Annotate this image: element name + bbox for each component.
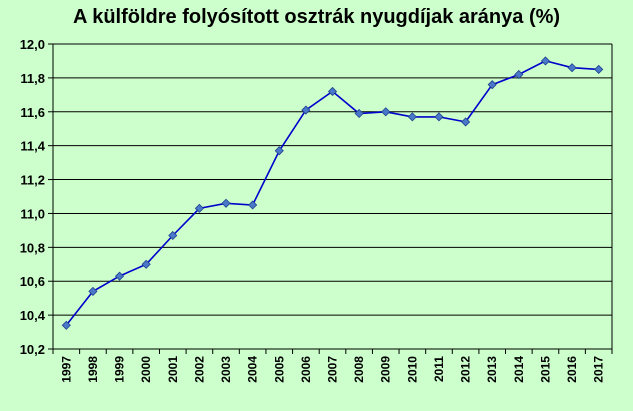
x-tick-label: 2005 bbox=[272, 356, 286, 383]
y-tick-label: 10,6 bbox=[20, 274, 45, 289]
y-tick-label: 10,2 bbox=[20, 342, 45, 357]
x-tick-label: 2003 bbox=[219, 356, 233, 383]
x-tick-label: 1999 bbox=[113, 356, 127, 383]
x-tick-label: 2009 bbox=[379, 356, 393, 383]
x-tick-label: 2012 bbox=[459, 356, 473, 383]
data-point bbox=[61, 320, 71, 330]
x-tick-label: 2015 bbox=[538, 356, 552, 383]
x-tick-label: 2017 bbox=[592, 356, 606, 383]
x-tick-label: 2007 bbox=[326, 356, 340, 383]
y-tick-label: 11,4 bbox=[20, 139, 45, 154]
y-tick-label: 10,4 bbox=[20, 308, 46, 323]
data-point bbox=[194, 203, 204, 213]
data-point bbox=[168, 230, 178, 241]
y-tick-label: 11,6 bbox=[20, 105, 45, 120]
data-point bbox=[141, 259, 151, 269]
x-tick-label: 2016 bbox=[565, 356, 579, 383]
data-point bbox=[381, 107, 391, 117]
data-point bbox=[514, 69, 524, 80]
data-point bbox=[114, 271, 125, 281]
x-tick-label: 2002 bbox=[192, 356, 206, 383]
x-tick-label: 2006 bbox=[299, 356, 313, 383]
x-tick-label: 1998 bbox=[86, 356, 100, 383]
y-tick-label: 12,0 bbox=[20, 37, 45, 52]
data-point bbox=[248, 200, 258, 210]
x-tick-label: 2008 bbox=[352, 356, 366, 383]
data-point bbox=[88, 286, 98, 296]
data-point bbox=[327, 86, 338, 97]
chart-title: A külföldre folyósított osztrák nyugdíja… bbox=[72, 6, 561, 28]
data-point bbox=[487, 80, 497, 90]
data-point bbox=[540, 56, 551, 66]
data-point bbox=[594, 64, 604, 74]
x-tick-label: 2004 bbox=[246, 356, 260, 383]
y-tick-label: 11,2 bbox=[20, 173, 45, 188]
x-tick-label: 2001 bbox=[166, 356, 180, 383]
data-point bbox=[274, 146, 284, 156]
y-tick-label: 11,8 bbox=[20, 71, 45, 86]
data-point bbox=[461, 117, 471, 127]
data-point bbox=[407, 112, 417, 122]
x-tick-label: 2010 bbox=[405, 356, 419, 383]
data-point bbox=[221, 198, 231, 208]
data-point bbox=[567, 63, 577, 73]
data-point bbox=[434, 112, 444, 122]
x-tick-label: 1997 bbox=[59, 356, 73, 383]
x-tick-label: 2000 bbox=[139, 356, 153, 383]
x-tick-label: 2014 bbox=[512, 356, 526, 383]
y-tick-label: 10,8 bbox=[20, 240, 45, 255]
data-point bbox=[354, 108, 364, 119]
x-tick-label: 2011 bbox=[432, 356, 446, 382]
y-tick-label: 11,0 bbox=[20, 206, 45, 221]
data-point bbox=[301, 105, 311, 115]
x-tick-label: 2013 bbox=[485, 356, 499, 383]
